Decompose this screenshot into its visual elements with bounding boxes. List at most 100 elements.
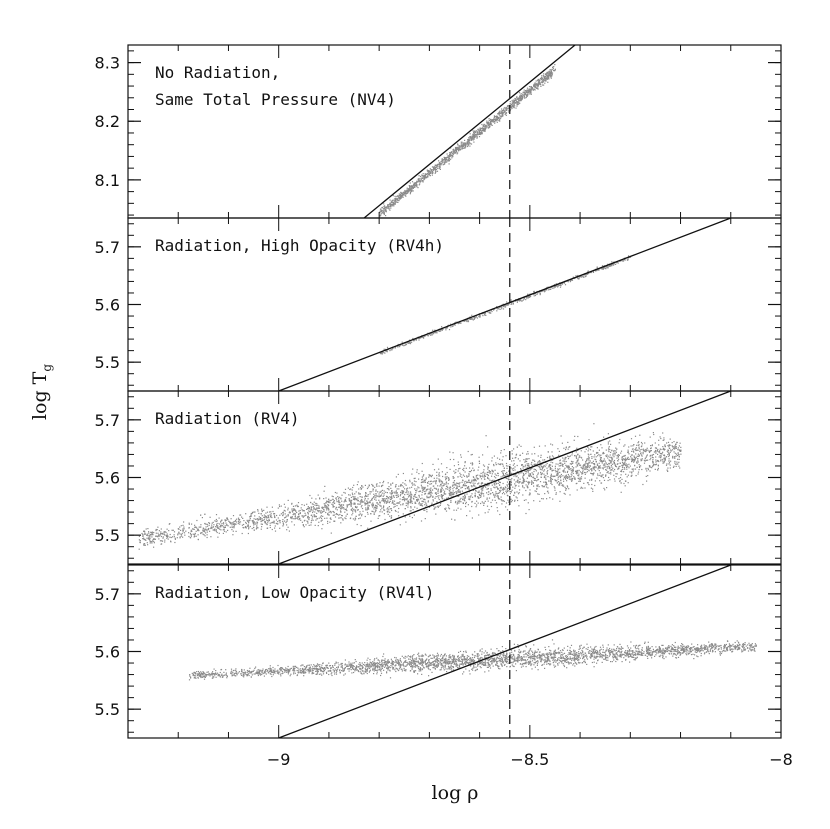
scatter-point <box>440 489 442 492</box>
scatter-point <box>514 500 516 502</box>
scatter-point <box>594 466 596 468</box>
scatter-point <box>579 455 581 457</box>
scatter-point <box>513 103 515 105</box>
scatter-point <box>538 493 540 495</box>
scatter-point <box>323 498 325 500</box>
scatter-point <box>505 113 507 115</box>
scatter-point <box>478 316 480 318</box>
scatter-point <box>185 530 187 532</box>
scatter-point <box>411 500 413 502</box>
scatter-point <box>389 511 391 513</box>
scatter-point <box>372 488 374 490</box>
scatter-point <box>596 464 598 466</box>
scatter-point <box>486 484 488 486</box>
scatter-point <box>566 477 569 479</box>
scatter-point <box>396 195 398 197</box>
scatter-point <box>230 522 232 524</box>
scatter-point <box>494 499 496 501</box>
scatter-point <box>587 463 589 465</box>
scatter-point <box>623 482 625 485</box>
scatter-point <box>600 268 602 270</box>
scatter-point <box>603 436 605 438</box>
scatter-point <box>606 266 608 268</box>
scatter-point <box>429 489 431 491</box>
scatter-point <box>393 496 395 498</box>
scatter-point <box>617 455 619 457</box>
scatter-point <box>585 468 587 470</box>
scatter-point <box>520 472 522 474</box>
scatter-point <box>390 207 392 209</box>
scatter-point <box>516 96 518 98</box>
scatter-point <box>223 526 225 529</box>
scatter-point <box>430 334 432 336</box>
panel-1: 8.18.28.3 No Radiation,Same Total Pressur… <box>95 44 782 219</box>
scatter-point <box>454 151 456 153</box>
scatter-point <box>357 499 359 501</box>
scatter-point <box>379 208 382 210</box>
scatter-point <box>486 121 488 123</box>
scatter-point <box>528 86 531 88</box>
scatter-point <box>499 308 501 310</box>
scatter-point <box>623 471 625 473</box>
scatter-point <box>529 296 531 298</box>
scatter-point <box>515 107 517 109</box>
scatter-point <box>412 187 414 189</box>
scatter-point <box>388 206 390 209</box>
scatter-point <box>321 519 323 521</box>
scatter-point <box>287 499 289 501</box>
scatter-point <box>404 189 406 192</box>
scatter-point <box>433 508 435 510</box>
scatter-point <box>475 316 477 318</box>
scatter-point <box>382 209 384 212</box>
scatter-point <box>381 211 383 213</box>
scatter-point <box>147 538 149 540</box>
scatter-point <box>546 77 549 79</box>
scatter-point <box>499 113 501 115</box>
scatter-point <box>218 517 220 519</box>
scatter-point <box>396 198 398 200</box>
scatter-point <box>429 168 431 170</box>
scatter-point <box>424 504 426 506</box>
scatter-point <box>557 476 559 478</box>
scatter-point <box>437 167 439 169</box>
scatter-point <box>243 523 245 526</box>
scatter-point <box>597 269 599 271</box>
scatter-point <box>558 481 560 483</box>
scatter-point <box>350 500 352 502</box>
scatter-point <box>405 192 408 195</box>
scatter-point <box>346 506 348 508</box>
scatter-point <box>286 520 288 522</box>
scatter-point <box>469 133 471 135</box>
scatter-point <box>552 456 555 458</box>
scatter-point <box>390 493 392 495</box>
scatter-point <box>571 454 573 456</box>
fit-line <box>363 45 576 218</box>
scatter-point <box>151 533 153 535</box>
scatter-point <box>521 300 523 302</box>
scatter-point <box>587 462 589 464</box>
scatter-point <box>479 485 481 487</box>
scatter-point <box>383 500 385 502</box>
scatter-point <box>485 126 487 128</box>
scatter-point <box>582 276 584 278</box>
scatter-point <box>590 468 592 470</box>
scatter-point <box>428 491 430 493</box>
scatter-point <box>259 518 261 520</box>
scatter-point <box>632 470 634 472</box>
scatter-point <box>401 192 403 194</box>
scatter-point <box>498 114 500 116</box>
scatter-point <box>541 76 543 78</box>
scatter-point <box>613 450 615 452</box>
scatter-point <box>381 500 383 502</box>
scatter-point <box>352 494 354 496</box>
scatter-point <box>478 462 481 464</box>
scatter-point <box>502 306 505 308</box>
scatter-point <box>515 454 517 456</box>
scatter-point <box>470 318 472 320</box>
scatter-point <box>607 471 609 473</box>
scatter-point <box>381 353 383 355</box>
scatter-point <box>528 89 530 91</box>
scatter-point <box>676 463 678 465</box>
scatter-point <box>448 159 450 161</box>
scatter-point <box>516 480 518 482</box>
